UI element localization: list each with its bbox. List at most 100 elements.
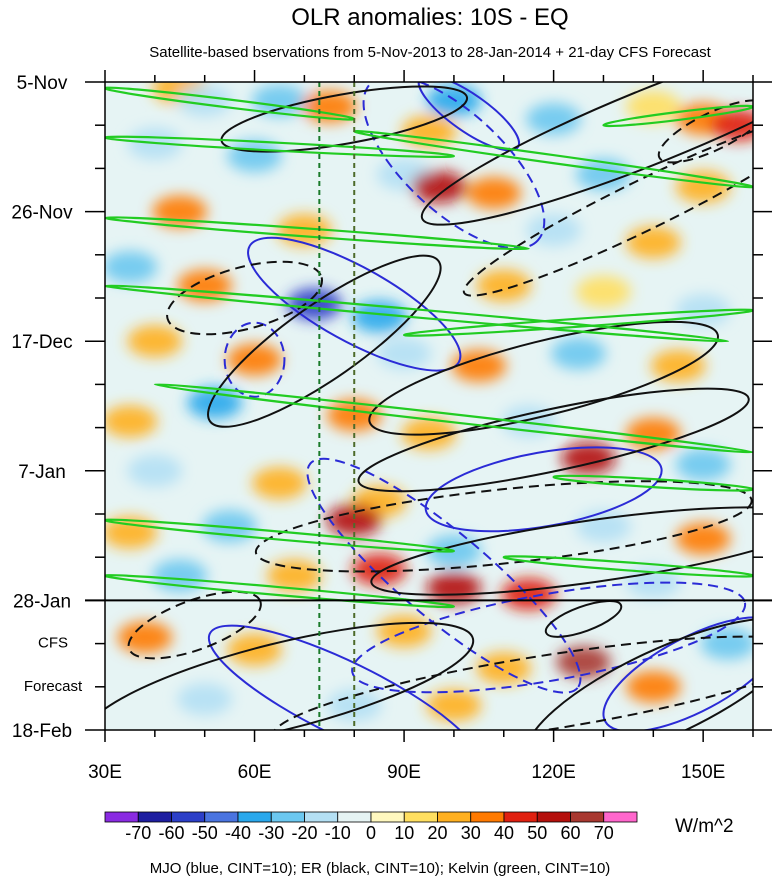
reference-lines: [318, 82, 356, 730]
x-tick-label-4: 150E: [681, 762, 725, 783]
y-axis: 5-Nov 26-Nov 17-Dec 7-Jan 28-Jan 18-Feb: [11, 73, 772, 742]
anomaly-cell-45: [105, 516, 158, 549]
er-contour-1: [657, 99, 753, 164]
anomaly-cell-28: [127, 325, 183, 358]
x-tick-label-0: 30E: [88, 762, 122, 783]
forecast-label-line2: Forecast: [24, 678, 83, 695]
anomaly-cell-58: [227, 633, 282, 666]
colorbar-label-11: 40: [494, 823, 514, 843]
colorbar-label-2: -50: [192, 823, 218, 843]
y-tick-label-4: 28-Jan: [13, 591, 71, 612]
anomaly-cell-60: [476, 652, 532, 685]
y-tick-label-2: 17-Dec: [11, 332, 72, 353]
anomaly-cell-24: [351, 300, 407, 333]
anomaly-cell-64: [177, 683, 233, 716]
x-tick-label-1: 60E: [238, 762, 272, 783]
mjo-contour-7: [602, 616, 753, 730]
footer-legend: MJO (blue, CINT=10); ER (black, CINT=10)…: [150, 860, 611, 877]
colorbar-label-0: -70: [125, 823, 151, 843]
forecast-label-line1: CFS: [38, 635, 68, 652]
x-tick-label-3: 120E: [531, 762, 575, 783]
y-tick-label-1: 26-Nov: [11, 203, 73, 224]
colorbar-label-13: 60: [560, 823, 580, 843]
colorbar-swatch-6: [304, 811, 339, 823]
colorbar-swatch-9: [403, 811, 438, 823]
anomaly-cell-62: [625, 670, 681, 703]
anomaly-cell-20: [625, 226, 681, 259]
er-contour-14: [544, 600, 623, 638]
anomaly-cell-21: [105, 251, 158, 284]
colorbar-label-6: -10: [325, 823, 351, 843]
anomaly-cell-29: [227, 343, 282, 376]
anomaly-cell-32: [551, 337, 606, 370]
er-contour-13: [525, 617, 753, 730]
kelvin-contour-3: [105, 284, 730, 343]
anomaly-cell-33: [650, 349, 706, 382]
er-contour-9: [370, 506, 753, 596]
anomaly-cell-54: [426, 572, 482, 605]
anomaly-cell-25: [476, 269, 532, 302]
mjo-contour-3: [223, 321, 286, 398]
colorbar-label-12: 50: [527, 823, 547, 843]
plot-area: [105, 82, 753, 730]
colorbar-swatch-1: [137, 811, 172, 823]
anomaly-cell-6: [526, 102, 582, 136]
colorbar-swatch-12: [503, 811, 538, 823]
anomaly-cell-7: [625, 90, 681, 123]
colorbar-label-9: 20: [427, 823, 447, 843]
anomaly-cell-59: [376, 615, 432, 648]
anomaly-cell-44: [675, 448, 731, 481]
colorbar-label-10: 30: [461, 823, 481, 843]
anomaly-cell-1: [177, 84, 233, 117]
er-contour-8: [254, 480, 753, 573]
anomaly-cell-11: [227, 140, 282, 173]
colorbar-swatch-14: [570, 811, 605, 823]
chart-subtitle: Satellite-based bservations from 5-Nov-2…: [149, 44, 711, 61]
anomaly-cell-17: [152, 195, 208, 228]
anomaly-cell-41: [252, 467, 307, 500]
chart-title: OLR anomalies: 10S - EQ: [291, 4, 568, 31]
colorbar-swatch-7: [337, 811, 372, 823]
anomaly-cell-66: [426, 689, 482, 722]
colorbar: -70 -60 -50 -40 -30 -20 -10 0 10 20 30 40 50 60 70: [104, 811, 638, 843]
plot-frame: [104, 81, 754, 731]
er-contour-10: [105, 621, 475, 730]
anomaly-cell-14: [466, 177, 522, 210]
er-contour-4: [207, 254, 442, 428]
mjo-contour-6: [207, 624, 481, 730]
colorbar-swatch-8: [370, 811, 405, 823]
y-tick-label-0: 5-Nov: [17, 73, 68, 94]
anomaly-cell-13: [411, 170, 467, 203]
colorbar-swatch-13: [536, 811, 571, 823]
colorbar-label-1: -60: [158, 823, 184, 843]
anomaly-cell-15: [576, 158, 631, 191]
y-tick-label-5: 18-Feb: [12, 721, 72, 742]
er-contour-5: [166, 260, 324, 336]
colorbar-label-3: -40: [225, 823, 251, 843]
colorbar-label-5: -20: [291, 823, 317, 843]
x-tick-label-2: 90E: [387, 762, 421, 783]
colorbar-swatch-5: [270, 811, 305, 823]
anomaly-cell-47: [326, 504, 382, 537]
colorbar-swatch-11: [470, 811, 505, 823]
anomaly-cell-40: [127, 454, 183, 487]
colorbar-label-7: 0: [366, 823, 376, 843]
colorbar-label-4: -30: [258, 823, 284, 843]
anomaly-cell-49: [576, 510, 631, 543]
colorbar-swatch-0: [104, 811, 139, 823]
anomaly-cell-16: [675, 170, 731, 203]
mjo-contour-8: [351, 581, 747, 694]
anomaly-cell-9: [710, 109, 753, 142]
kelvin-contour-8: [602, 104, 753, 128]
anomaly-cell-35: [105, 405, 158, 438]
anomaly-cell-63: [700, 627, 753, 660]
anomaly-cell-31: [451, 349, 507, 382]
colorbar-swatch-4: [237, 811, 272, 823]
colorbar-swatch-2: [171, 811, 206, 823]
er-contour-2: [462, 114, 753, 297]
x-axis: 30E 60E 90E 120E 150E: [88, 70, 754, 783]
er-contour-0: [420, 82, 753, 226]
colorbar-swatch-3: [204, 811, 239, 823]
anomaly-cell-53: [351, 553, 407, 586]
